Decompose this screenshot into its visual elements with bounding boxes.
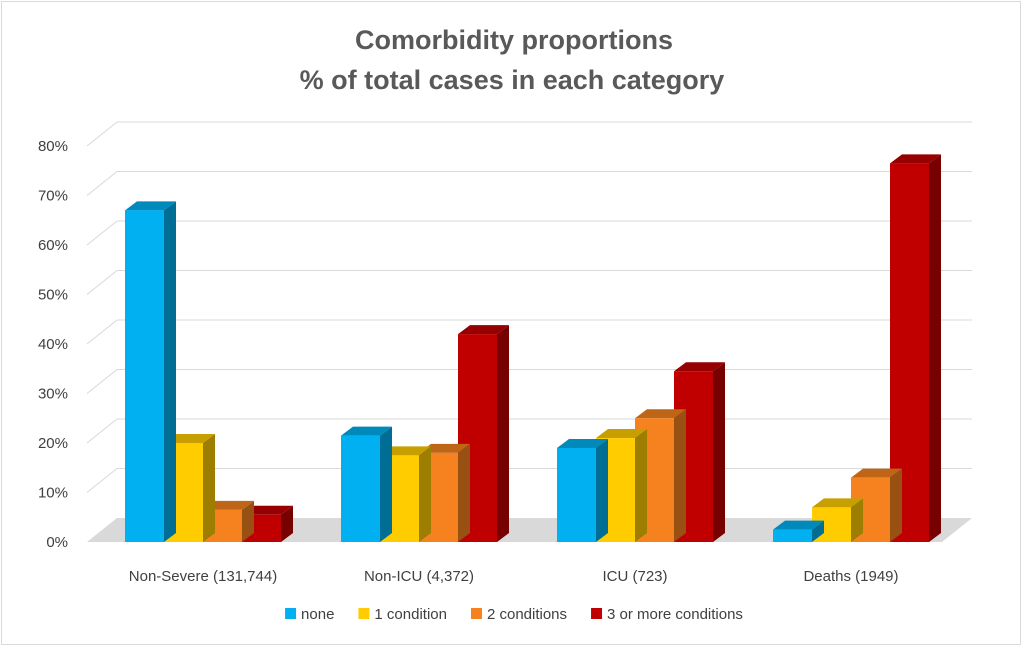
bar-side — [929, 154, 941, 542]
legend-label: 1 condition — [374, 606, 447, 623]
bar — [596, 429, 647, 542]
y-tick-label: 80% — [38, 138, 68, 155]
bar-side — [497, 325, 509, 542]
x-tick-label: Non-ICU (4,372) — [364, 568, 474, 585]
bar-side — [851, 498, 863, 542]
gridline-side — [86, 220, 118, 246]
x-axis: Non-Severe (131,744) Non-ICU (4,372) ICU (… — [129, 568, 899, 585]
legend-label: none — [301, 606, 334, 623]
chart-title: Comorbidity proportions — [355, 25, 673, 55]
bar-side — [674, 409, 686, 542]
legend-label: 2 conditions — [487, 606, 567, 623]
legend-swatch — [591, 608, 603, 619]
gridline-side — [86, 369, 118, 394]
legend-item: 2 conditions — [470, 606, 567, 623]
y-tick-label: 40% — [38, 336, 68, 353]
y-axis: 0% 10% 20% 30% 40% 50% 60% 70% 80% — [38, 138, 68, 551]
bars — [125, 154, 941, 542]
bar — [125, 201, 176, 542]
bar-top — [419, 443, 470, 453]
bar-top — [341, 426, 392, 436]
chart-subtitle: % of total cases in each category — [300, 65, 725, 95]
bar-top — [812, 498, 863, 508]
bar-top — [125, 201, 176, 211]
bar-front — [773, 529, 812, 542]
legend-swatch — [470, 608, 482, 619]
bar-side — [458, 443, 470, 542]
bar-top — [557, 438, 608, 448]
gridline-side — [86, 270, 118, 295]
bar-front — [341, 435, 380, 542]
gridline-side — [86, 171, 118, 196]
legend-swatch — [285, 608, 297, 619]
legend: none 1 condition 2 conditions 3 or more con… — [285, 606, 743, 623]
bar-side — [713, 362, 725, 542]
chart-floor — [87, 518, 972, 542]
bar-top — [596, 429, 647, 439]
x-tick-label: ICU (723) — [602, 568, 667, 585]
gridline-side — [86, 319, 118, 345]
bar-top — [242, 505, 293, 515]
bar-side — [419, 446, 431, 542]
legend-label: 3 or more conditions — [607, 606, 743, 623]
bar-top — [458, 325, 509, 335]
gridlines — [86, 121, 972, 542]
bar — [557, 438, 608, 542]
legend-item: 3 or more conditions — [591, 606, 743, 623]
bar-top — [164, 434, 215, 443]
bar-front — [557, 447, 596, 542]
bar-top — [635, 409, 686, 419]
bar-top — [890, 154, 941, 164]
bar-side — [890, 468, 902, 542]
bar-side — [596, 438, 608, 542]
y-tick-label: 30% — [38, 386, 68, 403]
bar-front — [125, 210, 164, 542]
bar-top — [674, 362, 725, 372]
y-tick-label: 60% — [38, 237, 68, 254]
y-tick-label: 70% — [38, 188, 68, 205]
x-tick-label: Non-Severe (131,744) — [129, 568, 277, 585]
gridline-side — [86, 418, 118, 444]
legend-item: 1 condition — [358, 606, 447, 623]
bar-side — [164, 201, 176, 542]
y-tick-label: 10% — [38, 485, 68, 502]
x-tick-label: Deaths (1949) — [803, 568, 898, 585]
bar-side — [812, 520, 824, 542]
bar-side — [380, 426, 392, 542]
bar — [773, 520, 824, 542]
bar-side — [203, 434, 215, 542]
y-tick-label: 20% — [38, 435, 68, 452]
bar-side — [635, 429, 647, 542]
legend-item: none — [285, 606, 334, 623]
legend-swatch — [358, 608, 370, 619]
bar-top — [380, 446, 431, 456]
bar-top — [203, 500, 254, 510]
bar-side — [281, 505, 293, 542]
bar — [341, 426, 392, 542]
bar-side — [242, 500, 254, 542]
y-tick-label: 50% — [38, 287, 68, 304]
gridline-side — [86, 121, 118, 147]
gridline-side — [86, 468, 118, 493]
bar-top — [851, 468, 902, 478]
bar-top — [773, 520, 824, 530]
bar — [890, 154, 941, 542]
y-tick-label: 0% — [46, 534, 68, 551]
